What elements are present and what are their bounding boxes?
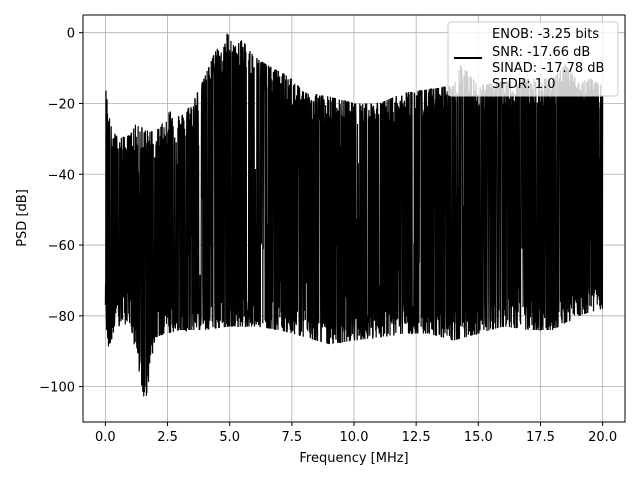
x-tick-label: 20.0 — [588, 430, 617, 445]
legend-enob: ENOB: -3.25 bits — [492, 27, 599, 42]
psd-series-line — [104, 33, 604, 397]
x-tick-label: 15.0 — [464, 430, 493, 445]
y-tick-label: −20 — [48, 97, 75, 112]
x-tick-label: 5.0 — [219, 430, 240, 445]
x-axis-ticks: 0.0 2.5 5.0 7.5 10.0 12.5 15.0 17.5 20.0 — [95, 422, 617, 445]
legend-snr: SNR: -17.66 dB — [492, 45, 590, 60]
legend-sfdr: SFDR: 1.0 — [492, 77, 556, 92]
y-tick-label: −100 — [39, 381, 75, 396]
x-tick-label: 2.5 — [157, 430, 178, 445]
x-tick-label: 7.5 — [282, 430, 303, 445]
y-tick-label: −80 — [48, 310, 75, 325]
y-tick-label: −60 — [48, 239, 75, 254]
x-tick-label: 10.0 — [340, 430, 369, 445]
x-tick-label: 12.5 — [402, 430, 431, 445]
legend-sinad: SINAD: -17.78 dB — [492, 61, 604, 76]
legend: ENOB: -3.25 bits SNR: -17.66 dB SINAD: -… — [447, 21, 619, 97]
y-tick-label: 0 — [67, 27, 75, 42]
y-axis-ticks: 0 −20 −40 −60 −80 −100 — [39, 27, 83, 396]
legend-box — [447, 21, 619, 97]
plot-area — [104, 33, 604, 397]
x-tick-label: 0.0 — [95, 430, 116, 445]
x-axis-title: Frequency [MHz] — [299, 451, 408, 466]
y-axis-title: PSD [dB] — [15, 189, 30, 247]
x-tick-label: 17.5 — [526, 430, 555, 445]
y-tick-label: −40 — [48, 168, 75, 183]
